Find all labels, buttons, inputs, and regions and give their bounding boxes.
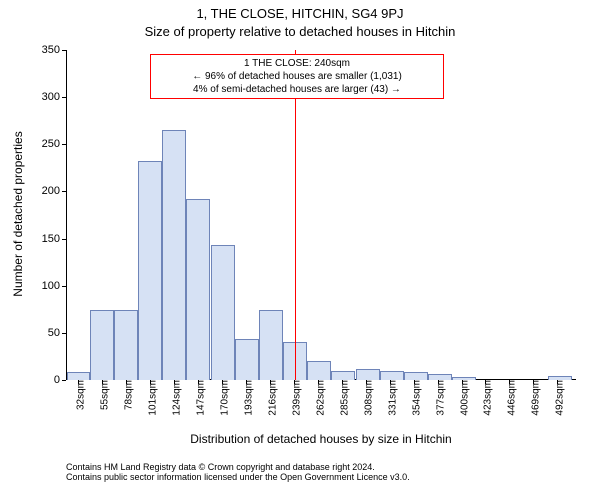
x-tick-label: 285sqm: [333, 380, 350, 416]
x-tick-label: 101sqm: [142, 380, 159, 416]
x-tick-mark: [150, 380, 151, 384]
x-tick-mark: [174, 380, 175, 384]
x-tick-label: 331sqm: [381, 380, 398, 416]
x-tick-label: 469sqm: [525, 380, 542, 416]
x-tick-label: 216sqm: [262, 380, 279, 416]
x-tick-mark: [78, 380, 79, 384]
x-tick-label: 423sqm: [477, 380, 494, 416]
x-tick-label: 262sqm: [309, 380, 326, 416]
annotation-box: 1 THE CLOSE: 240sqm ← 96% of detached ho…: [150, 54, 444, 99]
title-line1: 1, THE CLOSE, HITCHIN, SG4 9PJ: [0, 6, 600, 21]
x-tick-mark: [438, 380, 439, 384]
x-tick-label: 239sqm: [285, 380, 302, 416]
chart-container: 1, THE CLOSE, HITCHIN, SG4 9PJ Size of p…: [0, 0, 600, 500]
x-tick-mark: [366, 380, 367, 384]
x-tick-mark: [270, 380, 271, 384]
x-tick-mark: [390, 380, 391, 384]
x-tick-mark: [294, 380, 295, 384]
x-tick-label: 55sqm: [94, 380, 111, 410]
x-tick-mark: [509, 380, 510, 384]
x-tick-mark: [246, 380, 247, 384]
x-tick-label: 400sqm: [453, 380, 470, 416]
x-tick-mark: [414, 380, 415, 384]
x-tick-mark: [318, 380, 319, 384]
x-tick-label: 354sqm: [405, 380, 422, 416]
x-tick-mark: [102, 380, 103, 384]
x-tick-label: 78sqm: [118, 380, 135, 410]
x-tick-label: 170sqm: [214, 380, 231, 416]
x-tick-mark: [557, 380, 558, 384]
x-tick-mark: [198, 380, 199, 384]
x-tick-mark: [222, 380, 223, 384]
x-tick-label: 124sqm: [166, 380, 183, 416]
y-axis-label: Number of detached properties: [11, 49, 25, 379]
annotation-line1: 1 THE CLOSE: 240sqm: [157, 57, 437, 70]
x-tick-label: 193sqm: [238, 380, 255, 416]
x-tick-label: 147sqm: [190, 380, 207, 416]
x-axis-label: Distribution of detached houses by size …: [66, 432, 576, 446]
footer: Contains HM Land Registry data © Crown c…: [66, 462, 410, 482]
x-tick-label: 492sqm: [549, 380, 566, 416]
x-tick-mark: [126, 380, 127, 384]
x-tick-mark: [462, 380, 463, 384]
annotation-line3: 4% of semi-detached houses are larger (4…: [157, 83, 437, 96]
footer-line2: Contains public sector information licen…: [66, 472, 410, 482]
plot-area: 050100150200250300350 32sqm55sqm78sqm101…: [66, 50, 576, 380]
y-tick-mark: [62, 380, 66, 381]
x-tick-label: 377sqm: [429, 380, 446, 416]
x-tick-label: 308sqm: [357, 380, 374, 416]
title-line2: Size of property relative to detached ho…: [0, 24, 600, 39]
x-ticks: 32sqm55sqm78sqm101sqm124sqm147sqm170sqm1…: [66, 50, 576, 380]
x-tick-label: 32sqm: [70, 380, 87, 410]
annotation-line2: ← 96% of detached houses are smaller (1,…: [157, 70, 437, 83]
x-tick-mark: [342, 380, 343, 384]
x-tick-label: 446sqm: [501, 380, 518, 416]
x-tick-mark: [485, 380, 486, 384]
x-tick-mark: [533, 380, 534, 384]
footer-line1: Contains HM Land Registry data © Crown c…: [66, 462, 410, 472]
